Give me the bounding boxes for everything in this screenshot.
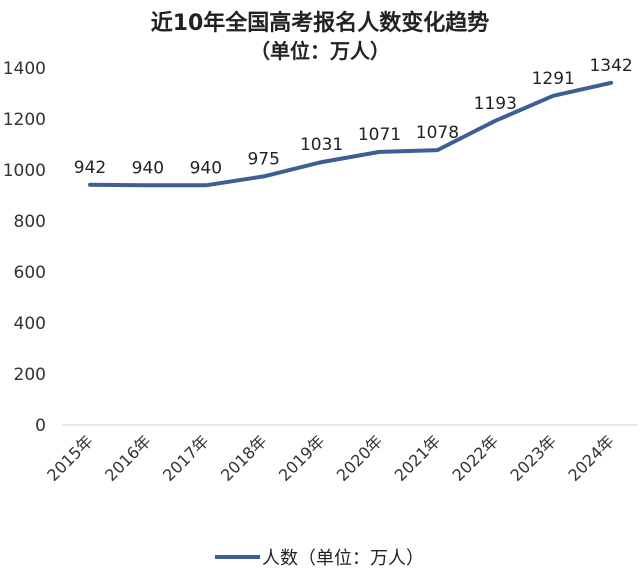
x-tick-label: 2018年 — [217, 431, 271, 485]
data-label: 1342 — [589, 56, 632, 76]
data-label: 1071 — [358, 125, 401, 145]
x-tick-label: 2020年 — [333, 431, 387, 485]
x-tick-label: 2023年 — [506, 431, 560, 485]
data-label: 1291 — [532, 69, 575, 89]
data-label: 1031 — [300, 135, 343, 155]
y-tick-label: 200 — [14, 365, 46, 385]
series-line — [88, 80, 614, 188]
x-tick-label: 2016年 — [101, 431, 155, 485]
x-tick-label: 2019年 — [275, 431, 329, 485]
x-tick-label: 2021年 — [391, 431, 445, 485]
data-label: 1078 — [416, 123, 459, 143]
data-label: 975 — [247, 149, 279, 169]
y-tick-label: 1000 — [3, 161, 46, 181]
x-tick-label: 2022年 — [449, 431, 503, 485]
data-label: 940 — [190, 158, 222, 178]
x-tick-label: 2024年 — [564, 431, 618, 485]
data-label: 1193 — [474, 94, 517, 114]
legend-label: 人数（单位：万人） — [262, 548, 424, 569]
chart-subtitle: （单位：万人） — [250, 39, 390, 63]
y-tick-label: 800 — [14, 212, 46, 232]
legend: 人数（单位：万人） — [215, 548, 424, 569]
x-tick-label: 2015年 — [43, 431, 97, 485]
y-tick-label: 400 — [14, 314, 46, 334]
y-tick-label: 600 — [14, 263, 46, 283]
x-axis: 2015年 2016年 2017年 2018年 2019年 2020年 2021年 2022年… — [43, 431, 618, 485]
data-label: 942 — [74, 158, 106, 178]
data-label: 940 — [132, 158, 164, 178]
y-tick-label: 1200 — [3, 110, 46, 130]
data-labels: 942 940 940 975 1031 1071 1078 1193 1291 1342 — [74, 56, 633, 179]
chart-title: 近10年全国高考报名人数变化趋势 — [151, 10, 490, 36]
y-tick-label: 0 — [35, 416, 46, 436]
y-tick-label: 1400 — [3, 59, 46, 79]
y-axis: 0 200 400 600 800 1000 1200 1400 — [3, 59, 46, 436]
x-tick-label: 2017年 — [159, 431, 213, 485]
